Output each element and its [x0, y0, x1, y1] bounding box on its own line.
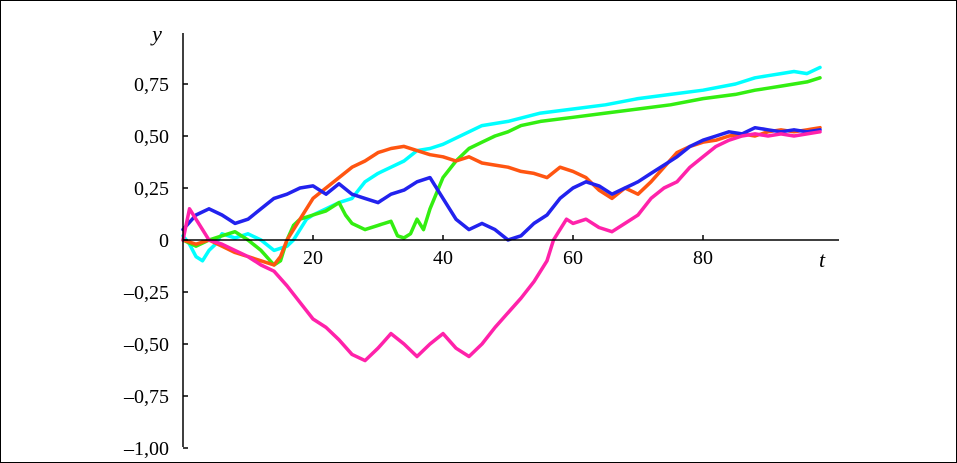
y-tick-label: 0,25: [134, 178, 169, 200]
series-line: [181, 125, 822, 267]
x-ticks: 20 40 60 80: [303, 235, 713, 269]
x-tick-label: 20: [303, 247, 323, 269]
y-axis-label: y: [150, 21, 162, 46]
x-tick-label: 60: [563, 247, 583, 269]
series-layer: [181, 65, 822, 363]
y-tick-label: –0,50: [123, 334, 169, 356]
x-tick-label: 40: [433, 247, 453, 269]
y-tick-label: 0,75: [134, 74, 169, 96]
y-tick-label: –0,75: [123, 386, 169, 408]
x-axis-label: t: [819, 247, 826, 272]
y-tick-label: –1,00: [123, 438, 169, 460]
x-tick-label: 80: [693, 247, 713, 269]
series-line: [181, 65, 822, 263]
y-tick-label: –0,25: [123, 282, 169, 304]
y-ticks: 0,75 0,50 0,25 0 –0,25 –0,50 –0,75 –1,00: [123, 74, 188, 460]
series-line: [181, 125, 822, 242]
axes-layer: 20 40 60 80 0,75 0,50 0,25 0 –0,25 –0,50 –0,75 –1,…: [123, 21, 839, 460]
series-line: [181, 130, 822, 363]
y-tick-label: 0: [159, 230, 169, 252]
y-tick-label: 0,50: [134, 126, 169, 148]
